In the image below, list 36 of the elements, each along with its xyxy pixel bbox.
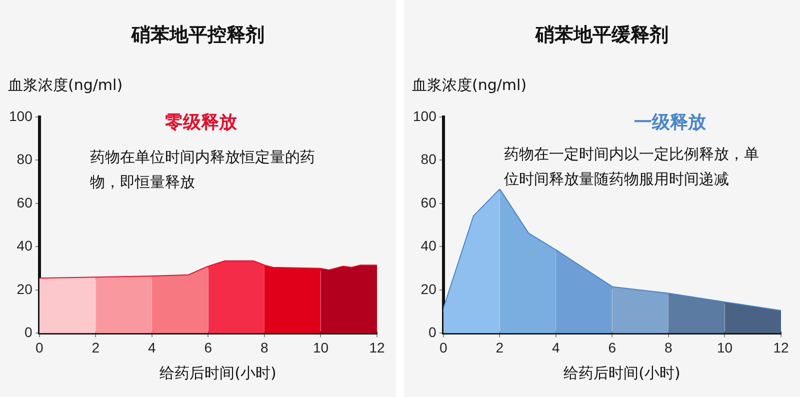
y-tick-label: 100: [9, 108, 33, 124]
y-tick-label: 20: [420, 280, 437, 297]
x-tick-label: 8: [664, 339, 673, 356]
x-tick-label: 10: [312, 339, 329, 356]
y-tick-label: 100: [413, 108, 437, 124]
x-tick-label: 4: [148, 339, 156, 356]
x-tick-label: 12: [369, 339, 385, 356]
y-tick-label: 0: [24, 324, 33, 340]
y-tick-label: 80: [16, 151, 33, 168]
x-tick-label: 12: [773, 339, 789, 356]
x-tick-label: 10: [716, 339, 733, 356]
annotation: 药物在单位时间内释放恒定量的药物，即恒量释放: [90, 147, 316, 193]
y-axis-title: 血浆浓度(ng/ml): [412, 76, 527, 95]
x-axis-title: 给药后时间(小时): [158, 364, 278, 383]
annotation: 药物在一定时间内以一定比例释放，单位时间释放量随药物服用时间递减: [504, 144, 760, 190]
y-tick-label: 60: [420, 194, 437, 210]
x-tick-label: 2: [92, 339, 100, 356]
y-tick-label: 20: [16, 280, 33, 297]
x-tick-label: 0: [35, 339, 44, 356]
chart-title: 硝苯地平控释剂: [130, 23, 266, 48]
x-tick-label: 6: [608, 339, 616, 356]
x-tick-label: 4: [552, 339, 560, 356]
x-tick-label: 2: [496, 339, 504, 356]
y-tick-label: 40: [420, 238, 437, 254]
x-axis-title: 给药后时间(小时): [562, 364, 682, 383]
y-tick-label: 0: [428, 324, 437, 340]
x-tick-label: 0: [439, 339, 448, 356]
y-tick-label: 80: [420, 151, 437, 168]
y-tick-label: 40: [16, 238, 33, 254]
y-tick-label: 60: [16, 194, 33, 210]
annotation: 一级释放: [634, 111, 706, 134]
chart-title: 硝苯地平缓释剂: [534, 23, 670, 48]
y-axis-title: 血浆浓度(ng/ml): [8, 76, 123, 95]
x-tick-label: 8: [260, 339, 269, 356]
annotation: 零级释放: [165, 111, 237, 134]
x-tick-label: 6: [204, 339, 212, 356]
